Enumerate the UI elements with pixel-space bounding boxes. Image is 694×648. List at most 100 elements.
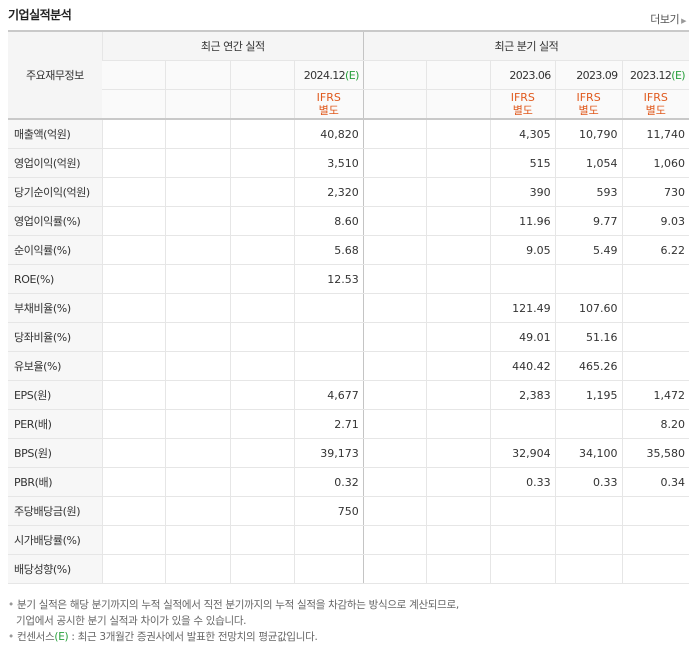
footnotes: • 분기 실적은 해당 분기까지의 누적 실적에서 직전 분기까지의 누적 실적… — [8, 597, 688, 645]
row-label: 영업이익률(%) — [8, 206, 103, 236]
value-cell: 4,305 — [489, 118, 556, 149]
value-cell — [362, 235, 427, 265]
value-cell: 390 — [489, 177, 556, 207]
value-cell — [621, 264, 689, 294]
value-cell — [362, 293, 427, 323]
period-date — [102, 60, 166, 90]
value-cell: 51.16 — [554, 322, 623, 352]
row-label: 시가배당률(%) — [8, 525, 103, 555]
value-cell — [230, 351, 295, 381]
value-cell — [230, 438, 295, 468]
value-cell — [621, 293, 689, 323]
value-cell — [554, 554, 623, 584]
value-cell — [426, 118, 491, 149]
period-date-row: 2024.12(E) 2023.06 2023.09 2023.12(E) — [8, 60, 689, 90]
value-cell — [489, 496, 556, 526]
value-cell: 9.05 — [489, 235, 556, 265]
value-cell — [230, 554, 295, 584]
table-row: 당좌비율(%) 49.01 51.16 — [8, 322, 689, 352]
value-cell — [230, 148, 295, 178]
more-label: 더보기 — [650, 13, 680, 26]
value-cell: 34,100 — [554, 438, 623, 468]
value-cell — [426, 177, 491, 207]
value-cell: 2,320 — [293, 177, 364, 207]
value-cell — [362, 148, 427, 178]
row-label: 배당성향(%) — [8, 554, 103, 584]
row-header-label: 주요재무정보 — [8, 30, 103, 120]
value-cell — [101, 496, 166, 526]
value-cell — [362, 380, 427, 410]
value-cell — [293, 554, 364, 584]
value-cell — [426, 496, 491, 526]
table-row: 시가배당률(%) — [8, 525, 689, 555]
value-cell — [362, 351, 427, 381]
value-cell — [426, 264, 491, 294]
value-cell — [165, 293, 231, 323]
value-cell — [362, 206, 427, 236]
value-cell — [101, 351, 166, 381]
accounting-basis-row: IFRS 별도 IFRS 별도 IFRS 별도 IFRS 별도 — [8, 89, 689, 120]
value-cell: 1,060 — [621, 148, 689, 178]
section-title: 기업실적분석 — [8, 8, 72, 22]
value-cell — [101, 438, 166, 468]
value-cell — [489, 525, 556, 555]
row-label: BPS(원) — [8, 438, 103, 468]
value-cell: 1,472 — [621, 380, 689, 410]
value-cell: 12.53 — [293, 264, 364, 294]
row-label: 유보율(%) — [8, 351, 103, 381]
value-cell — [230, 118, 295, 149]
row-label: 당좌비율(%) — [8, 322, 103, 352]
value-cell — [362, 264, 427, 294]
value-cell — [165, 322, 231, 352]
value-cell — [101, 235, 166, 265]
value-cell — [230, 235, 295, 265]
more-link[interactable]: 더보기 ▶ — [650, 11, 686, 27]
accounting-basis: IFRS 별도 — [489, 89, 556, 120]
row-label: 영업이익(억원) — [8, 148, 103, 178]
value-cell — [101, 409, 166, 439]
value-cell: 32,904 — [489, 438, 556, 468]
footnote-2: • 컨센서스(E) : 최근 3개월간 증권사에서 발표한 전망치의 평균값입니… — [8, 631, 318, 643]
value-cell — [230, 380, 295, 410]
value-cell — [101, 177, 166, 207]
value-cell — [293, 525, 364, 555]
value-cell: 0.33 — [489, 467, 556, 497]
row-label: EPS(원) — [8, 380, 103, 410]
table-row: 매출액(억원) 40,820 4,305 10,790 11,740 — [8, 118, 689, 149]
table-row: BPS(원) 39,173 32,904 34,100 35,580 — [8, 438, 689, 468]
value-cell — [426, 206, 491, 236]
table-body: 매출액(억원) 40,820 4,305 10,790 11,740 영업이익(억원) 3,… — [8, 118, 689, 584]
value-cell — [230, 293, 295, 323]
value-cell — [293, 293, 364, 323]
row-label: 매출액(억원) — [8, 118, 103, 149]
value-cell — [230, 496, 295, 526]
value-cell — [165, 148, 231, 178]
value-cell — [101, 264, 166, 294]
period-date: 2023.12(E) — [621, 60, 689, 90]
value-cell: 107.60 — [554, 293, 623, 323]
value-cell — [489, 554, 556, 584]
accounting-basis — [102, 89, 166, 120]
quarter-title: 최근 분기 실적 — [362, 30, 689, 61]
value-cell — [293, 351, 364, 381]
value-cell — [426, 467, 491, 497]
accounting-basis — [362, 89, 427, 120]
period-date: 2023.09 — [554, 60, 623, 90]
value-cell — [101, 322, 166, 352]
value-cell — [489, 264, 556, 294]
value-cell: 8.20 — [621, 409, 689, 439]
financial-table: 주요재무정보 최근 연간 실적 최근 분기 실적 2024.12(E) 2023.… — [8, 30, 689, 584]
value-cell: 1,054 — [554, 148, 623, 178]
value-cell — [554, 525, 623, 555]
value-cell — [426, 380, 491, 410]
value-cell — [426, 293, 491, 323]
table-row: ROE(%) 12.53 — [8, 264, 689, 294]
value-cell: 4,677 — [293, 380, 364, 410]
value-cell — [621, 322, 689, 352]
value-cell: 11,740 — [621, 118, 689, 149]
value-cell — [165, 438, 231, 468]
value-cell: 0.34 — [621, 467, 689, 497]
value-cell: 515 — [489, 148, 556, 178]
value-cell — [426, 409, 491, 439]
accounting-basis — [426, 89, 491, 120]
